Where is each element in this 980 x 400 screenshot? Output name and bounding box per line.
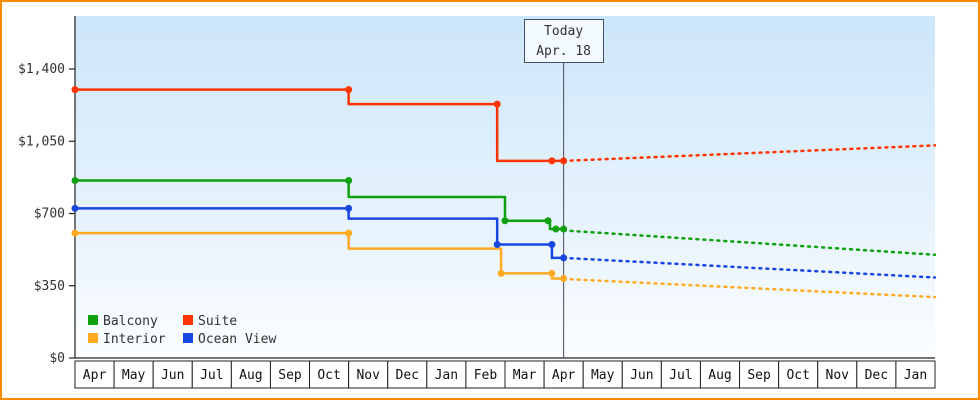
month-label: Nov [356,368,380,383]
month-cell [895,360,936,389]
month-label: Aug [239,368,262,383]
y-tick-label: $1,400 [18,62,65,77]
series-point-interior [548,269,556,277]
month-cell [348,360,389,389]
month-label: May [591,368,615,383]
month-label: Oct [317,368,340,383]
series-point-ocean-view [493,240,501,248]
month-cell [582,360,623,389]
legend-label-interior: Interior [103,332,166,347]
series-point-balcony [71,176,79,184]
month-label: Apr [83,368,107,383]
series-line-suite [75,88,564,163]
series-point-interior [497,269,505,277]
month-label: Jul [669,368,692,383]
series-point-balcony [345,176,353,184]
month-label: May [122,368,146,383]
series-point-suite [560,157,568,165]
month-cell [817,360,858,389]
month-label: Jan [904,368,927,383]
month-cell [426,360,467,389]
month-cell [387,360,428,389]
series-forecast-interior [562,277,937,299]
series-forecast-ocean-view [562,256,937,279]
month-label: Sep [278,368,302,383]
series-forecast-suite [562,144,937,163]
month-label: Dec [396,368,419,383]
legend-swatch-ocean-view [183,333,193,343]
month-cell [543,360,584,389]
series-point-suite [345,86,353,94]
series-point-interior [345,229,353,237]
legend-swatch-interior [88,333,98,343]
month-label: Feb [474,368,498,383]
series-forecast-balcony [562,229,937,257]
legend-swatch-suite [183,315,193,325]
month-label: Aug [708,368,731,383]
month-label: Sep [747,368,771,383]
month-cell [113,360,154,389]
month-label: Nov [826,368,850,383]
legend-swatch-balcony [88,315,98,325]
month-cell [309,360,350,389]
month-cell [504,360,545,389]
series-point-balcony [552,225,560,233]
month-label: Jan [435,368,458,383]
month-label: Apr [552,368,576,383]
series-point-balcony [560,225,568,233]
month-label: Dec [865,368,888,383]
y-tick-label: $0 [49,351,65,366]
legend-label-balcony: Balcony [103,314,158,329]
month-cell [74,360,115,389]
today-date: Apr. 18 [536,44,592,59]
series-point-interior [71,229,79,237]
month-cell [230,360,271,389]
legend-label-suite: Suite [198,314,237,329]
y-tick-label: $1,050 [18,134,65,149]
today-label: Today [544,24,584,39]
legend-label-ocean-view: Ocean View [198,332,276,347]
y-tick-label: $700 [34,207,65,222]
month-label: Jun [630,368,653,383]
today-marker: Today Apr. 18 [523,19,604,63]
series-point-interior [560,275,568,283]
y-tick-label: $350 [34,279,65,294]
month-label: Oct [786,368,809,383]
series-point-ocean-view [345,204,353,212]
month-cell [269,360,311,389]
series-point-suite [493,100,501,108]
month-cell [856,360,897,389]
series-point-balcony [501,217,509,225]
month-cell [152,360,193,389]
series-point-ocean-view [560,254,568,262]
series-point-ocean-view [71,204,79,212]
month-cell [660,360,701,389]
series-point-balcony [544,217,552,225]
series-point-suite [71,86,79,94]
month-label: Mar [513,368,537,383]
month-cell [699,360,741,389]
plot-area [75,16,935,358]
series-point-suite [548,157,556,165]
month-cell [778,360,819,389]
series-point-ocean-view [548,240,556,248]
month-label: Jul [200,368,223,383]
month-label: Jun [161,368,184,383]
